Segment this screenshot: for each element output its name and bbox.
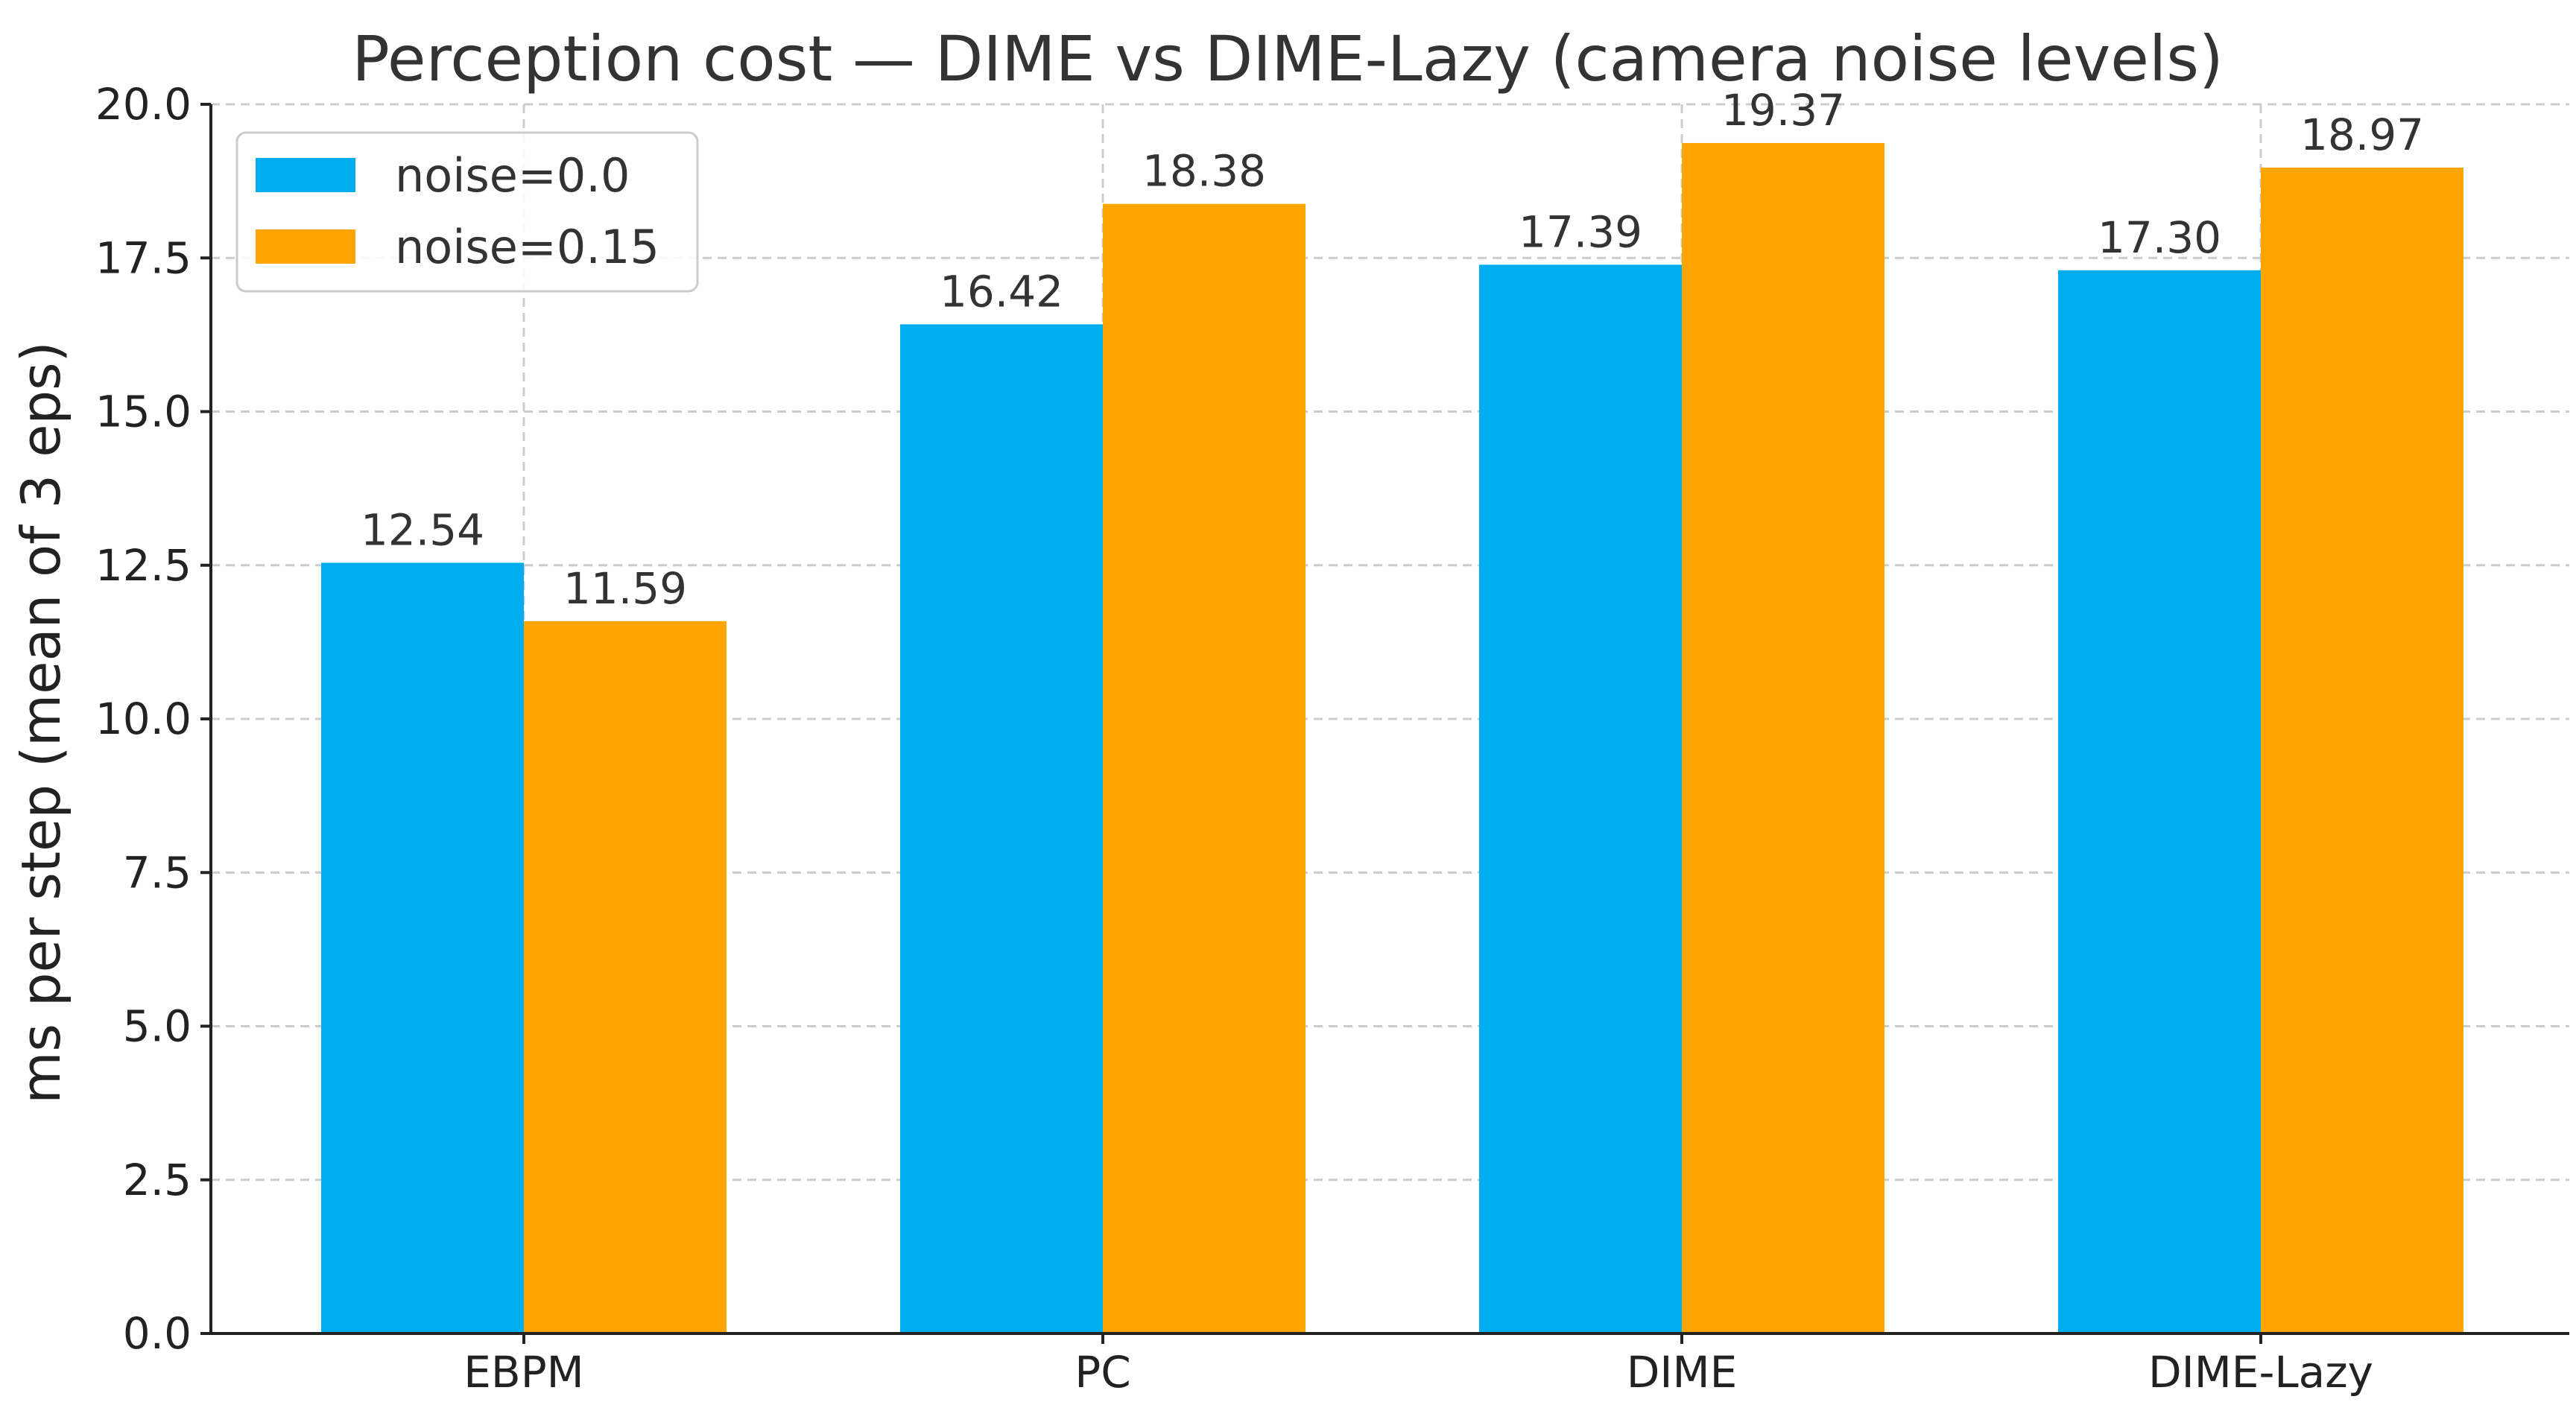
bar-dime-noise-0-0 <box>1479 264 1682 1334</box>
bars <box>321 142 2463 1334</box>
value-labels: 12.54 16.42 17.39 17.30 11.59 18.38 19.37 18.97 <box>361 85 2424 614</box>
y-tick-label: 2.5 <box>123 1155 192 1205</box>
y-tick-label: 5.0 <box>123 1001 192 1052</box>
chart-title: Perception cost — DIME vs DIME-Lazy (cam… <box>352 22 2224 95</box>
bar-value-label: 12.54 <box>361 504 484 555</box>
bar-value-label: 17.39 <box>1519 206 1642 257</box>
y-tick-label: 15.0 <box>95 387 192 437</box>
bar-value-label: 18.97 <box>2300 110 2424 160</box>
x-tick-label: EBPM <box>463 1347 583 1398</box>
legend: noise=0.0 noise=0.15 <box>235 131 699 293</box>
x-tick-label: DIME <box>1627 1347 1737 1398</box>
y-tick-label: 20.0 <box>95 79 192 130</box>
y-tick-label: 0.0 <box>123 1308 192 1359</box>
y-axis-label: ms per step (mean of 3 eps) <box>10 341 72 1103</box>
x-ticks: EBPM PC DIME DIME-Lazy <box>463 1333 2373 1398</box>
bar-value-label: 17.30 <box>2098 212 2221 263</box>
x-tick-label: PC <box>1075 1347 1130 1398</box>
y-tick-label: 10.0 <box>95 694 192 744</box>
y-tick-label: 17.5 <box>95 232 192 283</box>
y-ticks: 0.0 2.5 5.0 7.5 10.0 12.5 15.0 17.5 20.0 <box>95 79 211 1359</box>
bar-value-label: 16.42 <box>940 266 1063 317</box>
bar-dime-noise-0-15 <box>1682 142 1884 1334</box>
legend-label-noise-0-15: noise=0.15 <box>395 220 659 274</box>
bar-ebpm-noise-0-15 <box>524 621 727 1333</box>
legend-label-noise-0: noise=0.0 <box>395 148 630 203</box>
bar-pc-noise-0-0 <box>900 324 1103 1334</box>
y-tick-label: 7.5 <box>123 847 192 898</box>
bar-pc-noise-0-15 <box>1103 203 1306 1333</box>
x-tick-label: DIME-Lazy <box>2148 1347 2373 1398</box>
y-tick-label: 12.5 <box>95 540 192 591</box>
bar-value-label: 18.38 <box>1142 146 1266 197</box>
bar-dime-lazy-noise-0-15 <box>2261 167 2463 1334</box>
bar-value-label: 19.37 <box>1721 85 1845 136</box>
bar-ebpm-noise-0-0 <box>321 562 524 1334</box>
legend-swatch-noise-0-15 <box>256 229 355 264</box>
legend-swatch-noise-0 <box>256 158 355 192</box>
bar-value-label: 11.59 <box>563 563 687 614</box>
bar-dime-lazy-noise-0-0 <box>2058 270 2261 1333</box>
